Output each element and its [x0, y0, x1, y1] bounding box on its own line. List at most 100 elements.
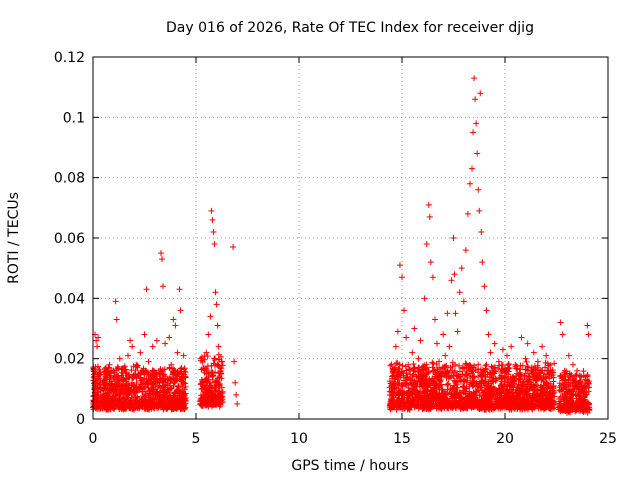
roti-point — [180, 389, 187, 396]
roti-point — [429, 375, 436, 382]
roti-point — [445, 380, 452, 387]
roti-point — [216, 382, 223, 389]
roti-point — [484, 381, 491, 388]
roti-point — [519, 399, 526, 406]
y-tick-label: 0.06 — [54, 231, 85, 247]
roti-point — [456, 374, 463, 381]
roti-point — [409, 388, 416, 395]
roti-point — [461, 376, 468, 383]
roti-point — [145, 404, 152, 411]
roti-point — [175, 404, 182, 411]
roti-point — [156, 379, 163, 386]
roti-point — [524, 404, 531, 411]
roti-point — [181, 380, 188, 387]
roti-point — [396, 370, 403, 377]
roti-point — [112, 373, 119, 380]
roti-point — [217, 397, 224, 404]
roti-point — [429, 364, 436, 371]
roti-point — [164, 390, 171, 397]
roti-point — [476, 392, 483, 399]
roti-point — [520, 394, 527, 401]
roti-point — [538, 386, 545, 393]
roti-point — [449, 359, 456, 366]
roti-point — [107, 406, 114, 413]
roti-point — [386, 378, 393, 385]
roti-point — [106, 391, 113, 398]
roti-point — [389, 366, 396, 373]
roti-point — [155, 404, 162, 411]
roti-point — [133, 398, 140, 405]
roti-point — [388, 400, 395, 407]
x-tick-label: 25 — [599, 431, 617, 447]
roti-point — [444, 382, 451, 389]
roti-point — [403, 367, 410, 374]
roti-point — [393, 360, 400, 367]
roti-point — [216, 363, 223, 370]
roti-point — [103, 403, 110, 410]
roti-point — [122, 393, 129, 400]
roti-point — [458, 404, 465, 411]
roti-point — [462, 390, 469, 397]
roti-point — [440, 388, 447, 395]
roti-point — [455, 402, 462, 409]
roti-point — [101, 400, 108, 407]
y-tick-label: 0.04 — [54, 291, 85, 307]
roti-point — [404, 392, 411, 399]
roti-point — [390, 378, 397, 385]
roti-point — [392, 376, 399, 383]
roti-point — [525, 405, 532, 412]
roti-point — [199, 382, 206, 389]
roti-point — [476, 381, 483, 388]
roti-point — [425, 369, 432, 376]
roti-point — [101, 365, 108, 372]
roti-point — [117, 400, 124, 407]
roti-point — [542, 364, 549, 371]
roti-point — [126, 405, 133, 412]
y-axis-label: ROTI / TECUs — [6, 192, 22, 284]
roti-point — [476, 378, 483, 385]
roti-point — [451, 398, 458, 405]
roti-point — [423, 386, 430, 393]
grid — [93, 57, 608, 419]
roti-point — [430, 392, 437, 399]
roti-point — [519, 384, 526, 391]
roti-point — [399, 403, 406, 410]
roti-point — [426, 393, 433, 400]
roti-point — [495, 365, 502, 372]
roti-point — [154, 392, 161, 399]
roti-point — [511, 400, 518, 407]
roti-point — [208, 362, 215, 369]
roti-point — [395, 385, 402, 392]
roti-point — [395, 392, 402, 399]
roti-point — [134, 364, 141, 371]
roti-point — [513, 390, 520, 397]
roti-point — [506, 394, 513, 401]
roti-point — [517, 371, 524, 378]
data-points — [90, 75, 593, 416]
roti-point — [128, 381, 135, 388]
roti-point — [150, 368, 157, 375]
roti-point — [95, 375, 102, 382]
roti-point — [510, 399, 517, 406]
roti-point — [545, 392, 552, 399]
roti-point — [121, 398, 128, 405]
roti-point — [501, 373, 508, 380]
roti-point — [463, 371, 470, 378]
roti-point — [447, 390, 454, 397]
roti-point — [463, 361, 470, 368]
roti-point — [430, 400, 437, 407]
roti-point — [132, 388, 139, 395]
roti-point — [410, 365, 417, 372]
roti-point — [204, 353, 211, 360]
y-tick-label: 0.02 — [54, 352, 85, 368]
roti-point — [149, 399, 156, 406]
roti-point — [462, 360, 469, 367]
y-tick-label: 0.1 — [63, 110, 85, 126]
roti-point — [547, 405, 554, 412]
roti-point — [409, 373, 416, 380]
roti-point — [216, 356, 223, 363]
roti-point — [465, 393, 472, 400]
roti-point — [475, 361, 482, 368]
roti-point — [94, 363, 101, 370]
roti-point — [128, 367, 135, 374]
